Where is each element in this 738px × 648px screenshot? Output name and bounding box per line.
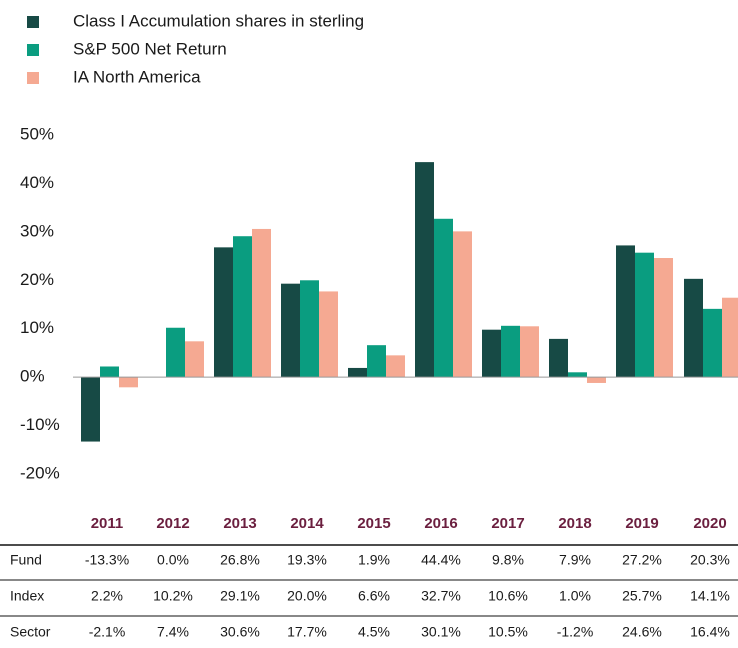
bar <box>654 258 673 378</box>
bar <box>501 325 520 378</box>
table-cell: 2.2% <box>91 588 123 604</box>
table-cell: 30.1% <box>421 624 461 640</box>
table-cell: 1.9% <box>358 552 390 568</box>
bar <box>434 218 453 378</box>
table-cell: 7.9% <box>559 552 591 568</box>
table-cell: 17.7% <box>287 624 327 640</box>
y-tick-label: 40% <box>20 173 54 192</box>
x-tick-label: 2013 <box>223 515 256 532</box>
row-label: Sector <box>10 624 51 640</box>
table-cell: 25.7% <box>622 588 662 604</box>
x-tick-label: 2014 <box>290 515 324 532</box>
table-cell: 1.0% <box>559 588 591 604</box>
table-cell: 44.4% <box>421 552 461 568</box>
bar <box>587 377 606 383</box>
y-tick-label: -20% <box>20 463 60 482</box>
legend-swatch <box>27 16 39 28</box>
table-cell: 16.4% <box>690 624 730 640</box>
legend-swatch <box>27 44 39 56</box>
table-cell: 24.6% <box>622 624 662 640</box>
bar <box>81 377 100 442</box>
row-label: Fund <box>10 552 42 568</box>
table-cell: 20.3% <box>690 552 730 568</box>
table-cell: -13.3% <box>85 552 129 568</box>
table-cell: 29.1% <box>220 588 260 604</box>
table-cell: 20.0% <box>287 588 327 604</box>
table-cell: 19.3% <box>287 552 327 568</box>
x-tick-label: 2020 <box>693 515 726 532</box>
bar <box>520 326 539 378</box>
bar <box>348 367 367 378</box>
x-tick-label: 2017 <box>491 515 524 532</box>
table-cell: 0.0% <box>157 552 189 568</box>
x-tick-label: 2015 <box>357 515 390 532</box>
legend-label: Class I Accumulation shares in sterling <box>73 11 364 30</box>
bar <box>367 345 386 378</box>
bar <box>453 231 472 378</box>
bar <box>214 247 233 378</box>
table-cell: 10.2% <box>153 588 193 604</box>
table-cell: 4.5% <box>358 624 390 640</box>
bar <box>722 297 738 378</box>
table-cell: 32.7% <box>421 588 461 604</box>
bar <box>684 278 703 378</box>
table-cell: -2.1% <box>89 624 126 640</box>
x-tick-label: 2019 <box>625 515 658 532</box>
table-cell: 7.4% <box>157 624 189 640</box>
legend-label: IA North America <box>73 67 201 86</box>
bar <box>119 377 138 388</box>
legend-label: S&P 500 Net Return <box>73 39 227 58</box>
y-tick-label: -10% <box>20 415 60 434</box>
table-cell: 14.1% <box>690 588 730 604</box>
bar <box>568 372 587 378</box>
table-cell: 26.8% <box>220 552 260 568</box>
bar <box>300 280 319 378</box>
bar <box>100 366 119 378</box>
table-cell: -1.2% <box>557 624 594 640</box>
bar <box>616 245 635 378</box>
bar <box>635 252 654 378</box>
x-tick-label: 2011 <box>91 515 124 532</box>
bar <box>703 308 722 378</box>
bar <box>166 327 185 378</box>
bar <box>319 291 338 378</box>
table-cell: 9.8% <box>492 552 524 568</box>
x-tick-label: 2012 <box>156 515 189 532</box>
y-tick-label: 20% <box>20 270 54 289</box>
bar <box>185 341 204 378</box>
table-cell: 10.6% <box>488 588 528 604</box>
table-cell: 6.6% <box>358 588 390 604</box>
legend-swatch <box>27 72 39 84</box>
bar <box>482 329 501 378</box>
y-tick-label: 0% <box>20 367 45 386</box>
y-tick-label: 50% <box>20 124 54 143</box>
bar <box>252 228 271 378</box>
table-cell: 27.2% <box>622 552 662 568</box>
x-tick-label: 2018 <box>558 515 591 532</box>
bar <box>386 355 405 378</box>
bar <box>233 236 252 378</box>
y-tick-label: 30% <box>20 221 54 240</box>
bar <box>281 283 300 378</box>
bar <box>415 162 434 378</box>
y-tick-label: 10% <box>20 318 54 337</box>
bar <box>549 338 568 378</box>
x-tick-label: 2016 <box>424 515 457 532</box>
row-label: Index <box>10 588 44 604</box>
table-cell: 10.5% <box>488 624 528 640</box>
table-cell: 30.6% <box>220 624 260 640</box>
